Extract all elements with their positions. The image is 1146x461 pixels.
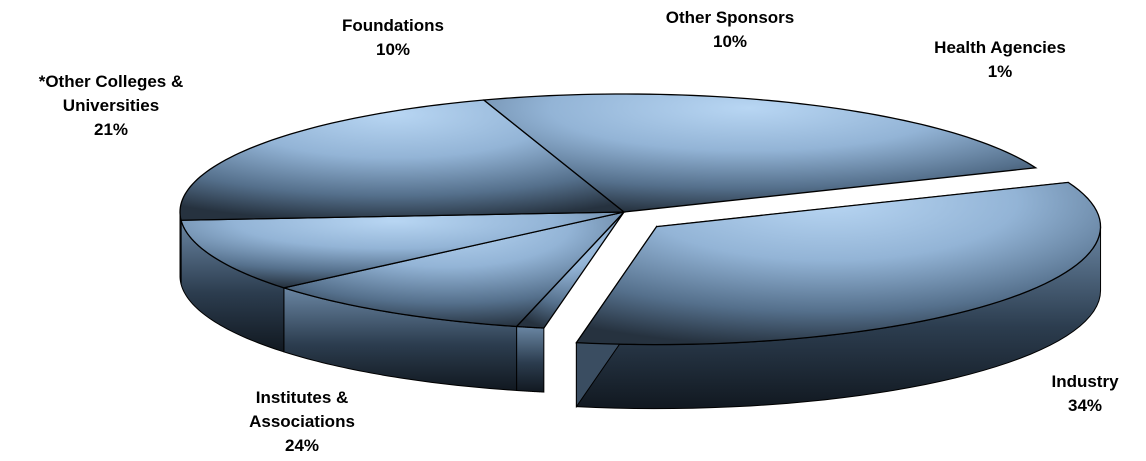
slice-side-health-agencies — [516, 325, 545, 393]
label-other-sponsors-pct: 10% — [712, 32, 748, 51]
label-health-agencies-name: Health Agencies — [934, 38, 1066, 57]
label-industry: Industry 34% — [1030, 370, 1140, 418]
label-other-colleges-line2: Universities — [62, 96, 160, 115]
label-foundations: Foundations 10% — [318, 14, 468, 62]
label-institutes: Institutes & Associations 24% — [214, 386, 390, 458]
label-other-colleges-pct: 21% — [93, 120, 129, 139]
label-industry-name: Industry — [1051, 372, 1119, 391]
slice-other-colleges-universities — [179, 99, 626, 221]
label-institutes-pct: 24% — [284, 436, 320, 455]
label-foundations-pct: 10% — [375, 40, 411, 59]
label-industry-pct: 34% — [1067, 396, 1103, 415]
slice-industry — [575, 181, 1102, 346]
label-foundations-name: Foundations — [342, 16, 444, 35]
slice-side-other-colleges-universities — [179, 211, 182, 285]
label-health-agencies: Health Agencies 1% — [880, 36, 1120, 84]
label-institutes-line1: Institutes & — [255, 388, 349, 407]
label-other-sponsors-name: Other Sponsors — [665, 8, 795, 27]
label-other-colleges: *Other Colleges & Universities 21% — [0, 70, 222, 142]
label-other-sponsors: Other Sponsors 10% — [620, 6, 840, 54]
slice-institutes-associations — [482, 93, 1038, 213]
label-health-agencies-pct: 1% — [987, 62, 1013, 81]
label-other-colleges-line1: *Other Colleges & — [38, 72, 184, 91]
slice-other-sponsors — [281, 210, 626, 328]
slice-foundations — [180, 211, 625, 289]
label-institutes-line2: Associations — [249, 412, 355, 431]
